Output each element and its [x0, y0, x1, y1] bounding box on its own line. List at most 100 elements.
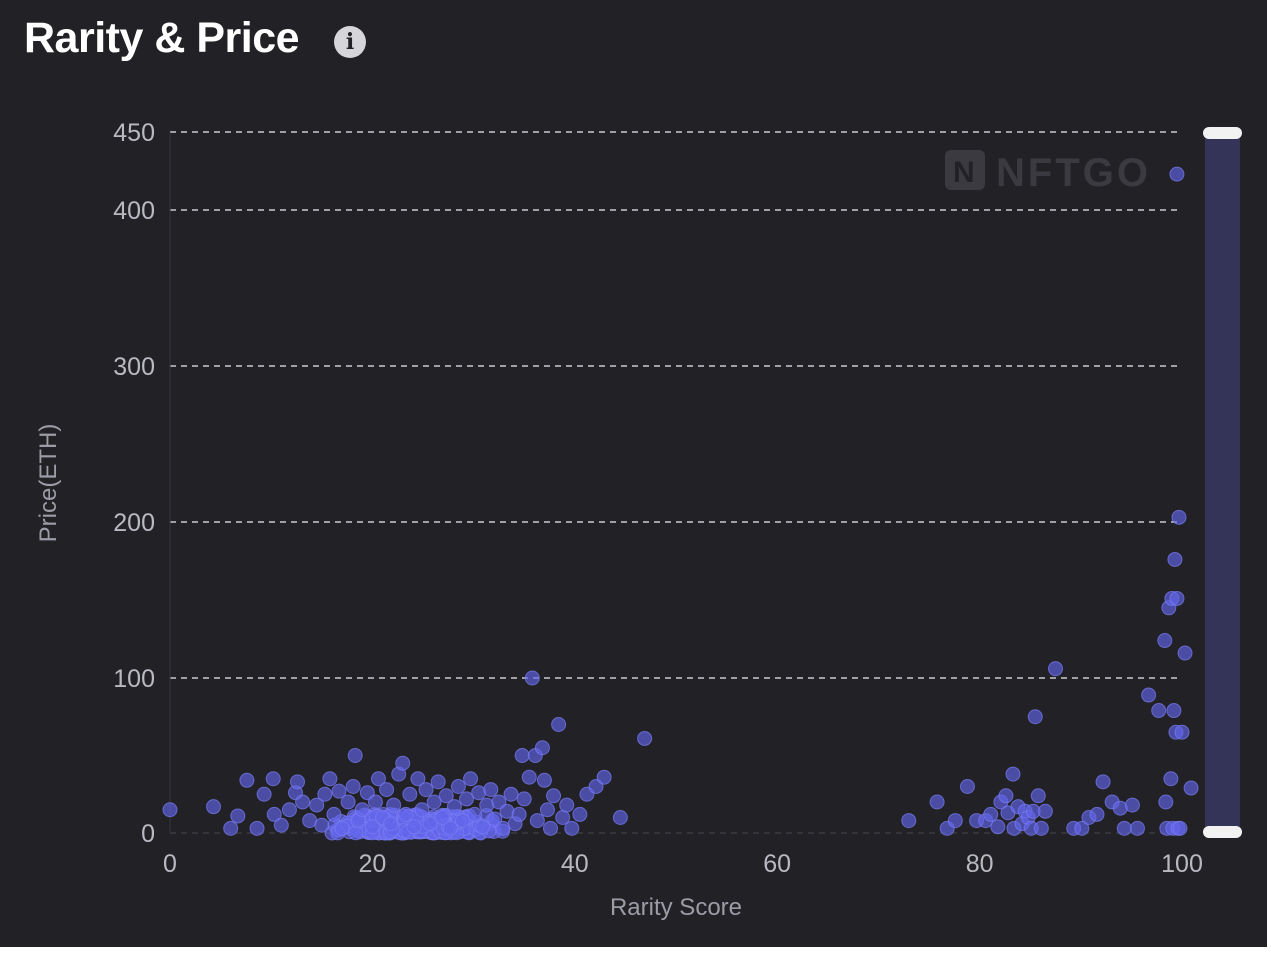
data-point[interactable]	[572, 806, 588, 822]
data-point[interactable]	[273, 817, 289, 833]
data-point[interactable]	[1166, 703, 1182, 719]
data-point[interactable]	[1124, 797, 1140, 813]
data-point[interactable]	[1174, 724, 1190, 740]
data-point[interactable]	[450, 779, 466, 794]
data-point[interactable]	[1141, 687, 1157, 703]
data-point[interactable]	[534, 740, 550, 756]
data-point[interactable]	[454, 813, 470, 829]
zoom-slider[interactable]	[1203, 127, 1242, 838]
data-point[interactable]	[406, 819, 422, 835]
data-point[interactable]	[463, 771, 479, 787]
data-point[interactable]	[546, 788, 562, 804]
data-point[interactable]	[1172, 820, 1188, 836]
slider-bottom-handle[interactable]	[1203, 826, 1242, 838]
data-point[interactable]	[322, 771, 338, 787]
data-point[interactable]	[314, 817, 330, 833]
data-point[interactable]	[326, 806, 342, 822]
data-point[interactable]	[402, 786, 418, 802]
data-point[interactable]	[467, 806, 483, 822]
data-point[interactable]	[539, 802, 555, 818]
slider-track[interactable]	[1205, 133, 1240, 833]
data-point[interactable]	[230, 808, 246, 824]
data-point[interactable]	[1030, 788, 1046, 804]
data-point[interactable]	[1169, 166, 1185, 182]
data-point[interactable]	[459, 791, 475, 807]
data-point[interactable]	[551, 717, 567, 732]
data-point[interactable]	[959, 779, 975, 794]
data-point[interactable]	[256, 786, 272, 802]
data-point[interactable]	[334, 820, 350, 836]
data-point[interactable]	[438, 788, 454, 804]
data-point[interactable]	[1183, 780, 1199, 796]
data-point[interactable]	[281, 802, 297, 818]
data-point[interactable]	[524, 670, 540, 686]
data-point[interactable]	[483, 782, 499, 798]
data-point[interactable]	[379, 782, 395, 798]
data-point[interactable]	[1027, 709, 1043, 725]
data-point[interactable]	[367, 794, 383, 810]
data-point[interactable]	[543, 820, 559, 836]
data-point[interactable]	[1167, 551, 1183, 567]
data-point[interactable]	[1005, 766, 1021, 782]
data-point[interactable]	[386, 797, 402, 813]
data-point[interactable]	[1177, 645, 1193, 661]
data-point[interactable]	[475, 819, 491, 835]
data-point[interactable]	[345, 779, 361, 794]
data-point[interactable]	[295, 794, 311, 810]
data-point[interactable]	[1037, 803, 1053, 819]
data-point[interactable]	[1157, 633, 1173, 649]
data-point[interactable]	[1129, 820, 1145, 836]
data-point[interactable]	[266, 806, 282, 822]
data-point[interactable]	[521, 769, 537, 785]
data-point[interactable]	[422, 816, 438, 832]
data-point[interactable]	[503, 786, 519, 802]
data-point[interactable]	[430, 774, 446, 790]
data-point[interactable]	[383, 816, 399, 832]
data-point[interactable]	[516, 791, 532, 807]
data-point[interactable]	[426, 794, 442, 810]
data-point[interactable]	[1089, 806, 1105, 822]
data-point[interactable]	[398, 806, 414, 822]
data-point[interactable]	[511, 806, 527, 822]
data-point[interactable]	[206, 799, 222, 815]
data-point[interactable]	[223, 820, 239, 836]
data-point[interactable]	[901, 813, 917, 829]
data-point[interactable]	[1074, 820, 1090, 836]
data-point[interactable]	[1158, 794, 1174, 810]
data-point[interactable]	[309, 797, 325, 813]
data-point[interactable]	[162, 802, 178, 818]
data-point[interactable]	[434, 810, 450, 825]
data-point[interactable]	[1163, 771, 1179, 787]
data-point[interactable]	[354, 802, 370, 818]
data-point[interactable]	[347, 748, 363, 763]
data-point[interactable]	[947, 813, 963, 829]
data-point[interactable]	[317, 786, 333, 802]
data-point[interactable]	[596, 769, 612, 785]
data-point[interactable]	[418, 782, 434, 798]
data-point[interactable]	[983, 806, 999, 822]
data-point[interactable]	[249, 820, 265, 836]
data-point[interactable]	[1095, 774, 1111, 790]
data-point[interactable]	[442, 820, 458, 836]
data-point[interactable]	[559, 797, 575, 813]
data-point[interactable]	[564, 820, 580, 836]
data-point[interactable]	[265, 771, 281, 787]
data-point[interactable]	[998, 788, 1014, 804]
data-point[interactable]	[1033, 820, 1049, 836]
data-point[interactable]	[239, 772, 255, 788]
data-point[interactable]	[1048, 661, 1063, 677]
info-icon[interactable]: i	[334, 26, 366, 58]
data-point[interactable]	[1171, 509, 1187, 525]
data-point[interactable]	[340, 794, 356, 810]
data-point[interactable]	[364, 819, 380, 835]
data-point[interactable]	[514, 748, 530, 763]
data-point[interactable]	[529, 813, 545, 829]
data-point[interactable]	[331, 783, 347, 799]
data-point[interactable]	[446, 799, 462, 815]
data-point[interactable]	[1116, 820, 1132, 836]
data-point[interactable]	[410, 771, 426, 787]
data-point[interactable]	[395, 755, 411, 771]
data-point[interactable]	[290, 774, 306, 790]
data-point[interactable]	[536, 772, 552, 788]
data-point[interactable]	[1151, 703, 1167, 719]
